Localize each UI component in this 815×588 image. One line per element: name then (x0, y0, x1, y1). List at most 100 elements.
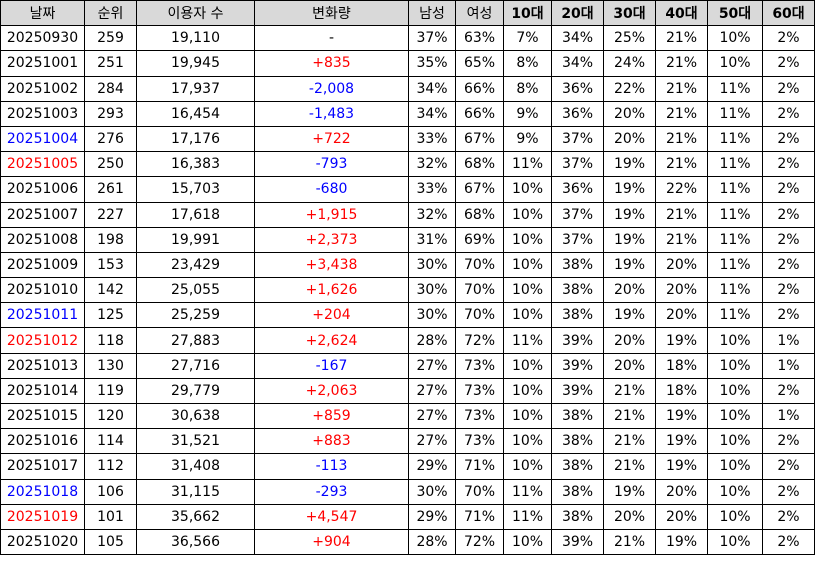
table-row: 20251005 250 16,383 -793 32% 68% 11% 37% 19% 21% 1… (0, 151, 815, 178)
cell-change: +3,438 (254, 251, 409, 279)
cell-change: -2,008 (254, 75, 409, 102)
cell-age-40s: 18% (655, 377, 708, 405)
cell-date: 20251015 (0, 402, 85, 430)
cell-users: 15,703 (136, 176, 255, 203)
table-row: 20251020 105 36,566 +904 28% 72% 10% 39% 21% 19% 1… (0, 528, 815, 556)
cell-age-10s: 10% (503, 528, 552, 556)
cell-rank: 125 (84, 302, 137, 329)
cell-change: -680 (254, 176, 409, 203)
cell-rank: 284 (84, 75, 137, 102)
cell-date: 20251018 (0, 478, 85, 505)
cell-male: 33% (408, 176, 456, 203)
cell-age-30s: 20% (603, 125, 656, 153)
cell-age-20s: 37% (551, 226, 604, 253)
header-age-10s: 10대 (503, 0, 552, 27)
cell-female: 73% (455, 428, 504, 455)
cell-age-60s: 2% (762, 428, 815, 455)
cell-change: +722 (254, 125, 409, 153)
cell-age-50s: 10% (707, 528, 763, 556)
cell-age-40s: 19% (655, 453, 708, 480)
cell-female: 72% (455, 327, 504, 354)
cell-rank: 120 (84, 402, 137, 430)
cell-age-10s: 10% (503, 201, 552, 228)
cell-age-60s: 2% (762, 75, 815, 102)
cell-male: 30% (408, 277, 456, 304)
cell-users: 16,454 (136, 100, 255, 127)
cell-male: 34% (408, 100, 456, 127)
cell-female: 66% (455, 100, 504, 127)
cell-users: 19,991 (136, 226, 255, 253)
header-rank: 순위 (84, 0, 137, 27)
cell-age-50s: 10% (707, 327, 763, 354)
cell-female: 70% (455, 478, 504, 505)
cell-users: 27,883 (136, 327, 255, 354)
cell-age-60s: 2% (762, 302, 815, 329)
cell-age-60s: 2% (762, 151, 815, 178)
cell-change: +2,063 (254, 377, 409, 405)
header-male: 남성 (408, 0, 456, 27)
cell-female: 71% (455, 453, 504, 480)
table-row: 20251011 125 25,259 +204 30% 70% 10% 38% 19% 20% 1… (0, 302, 815, 329)
cell-male: 28% (408, 528, 456, 556)
cell-age-50s: 10% (707, 25, 763, 52)
cell-age-50s: 11% (707, 201, 763, 228)
cell-age-50s: 10% (707, 503, 763, 530)
cell-rank: 130 (84, 352, 137, 379)
cell-change: +2,373 (254, 226, 409, 253)
cell-age-30s: 19% (603, 176, 656, 203)
stats-table: 날짜 순위 이용자 수 변화량 남성 여성 10대 20대 30대 40대 50… (0, 0, 815, 556)
cell-age-20s: 37% (551, 201, 604, 228)
header-row: 날짜 순위 이용자 수 변화량 남성 여성 10대 20대 30대 40대 50… (0, 0, 815, 27)
cell-age-50s: 11% (707, 151, 763, 178)
cell-age-10s: 9% (503, 100, 552, 127)
cell-age-60s: 2% (762, 50, 815, 77)
cell-change: -1,483 (254, 100, 409, 127)
table-row: 20251003 293 16,454 -1,483 34% 66% 9% 36% 20% 21%… (0, 100, 815, 127)
table-row: 20251006 261 15,703 -680 33% 67% 10% 36% 19% 22% 1… (0, 176, 815, 203)
header-date: 날짜 (0, 0, 85, 27)
cell-age-10s: 10% (503, 377, 552, 405)
cell-age-40s: 21% (655, 151, 708, 178)
cell-age-10s: 10% (503, 176, 552, 203)
cell-users: 36,566 (136, 528, 255, 556)
cell-date: 20251002 (0, 75, 85, 102)
cell-age-40s: 19% (655, 428, 708, 455)
cell-male: 34% (408, 75, 456, 102)
cell-change: +4,547 (254, 503, 409, 530)
cell-date: 20251019 (0, 503, 85, 530)
header-users: 이용자 수 (136, 0, 255, 27)
cell-age-10s: 8% (503, 50, 552, 77)
cell-age-40s: 21% (655, 50, 708, 77)
cell-age-30s: 21% (603, 528, 656, 556)
cell-age-20s: 38% (551, 251, 604, 279)
table-row: 20251015 120 30,638 +859 27% 73% 10% 38% 21% 19% 1… (0, 402, 815, 430)
cell-rank: 105 (84, 528, 137, 556)
cell-male: 30% (408, 478, 456, 505)
cell-date: 20251003 (0, 100, 85, 127)
cell-age-60s: 2% (762, 503, 815, 530)
cell-age-50s: 10% (707, 377, 763, 405)
cell-users: 35,662 (136, 503, 255, 530)
cell-age-40s: 21% (655, 75, 708, 102)
cell-age-30s: 20% (603, 503, 656, 530)
cell-age-30s: 21% (603, 402, 656, 430)
cell-male: 35% (408, 50, 456, 77)
cell-users: 17,176 (136, 125, 255, 153)
cell-age-30s: 20% (603, 352, 656, 379)
cell-age-10s: 9% (503, 125, 552, 153)
cell-users: 17,618 (136, 201, 255, 228)
cell-rank: 114 (84, 428, 137, 455)
cell-rank: 106 (84, 478, 137, 505)
cell-date: 20251001 (0, 50, 85, 77)
cell-female: 70% (455, 251, 504, 279)
cell-male: 37% (408, 25, 456, 52)
header-change: 변화량 (254, 0, 409, 27)
cell-age-30s: 19% (603, 201, 656, 228)
cell-date: 20251007 (0, 201, 85, 228)
cell-female: 73% (455, 352, 504, 379)
table-header: 날짜 순위 이용자 수 변화량 남성 여성 10대 20대 30대 40대 50… (0, 0, 815, 27)
cell-date: 20251010 (0, 277, 85, 304)
cell-change: +204 (254, 302, 409, 329)
cell-age-10s: 11% (503, 503, 552, 530)
cell-date: 20251012 (0, 327, 85, 354)
